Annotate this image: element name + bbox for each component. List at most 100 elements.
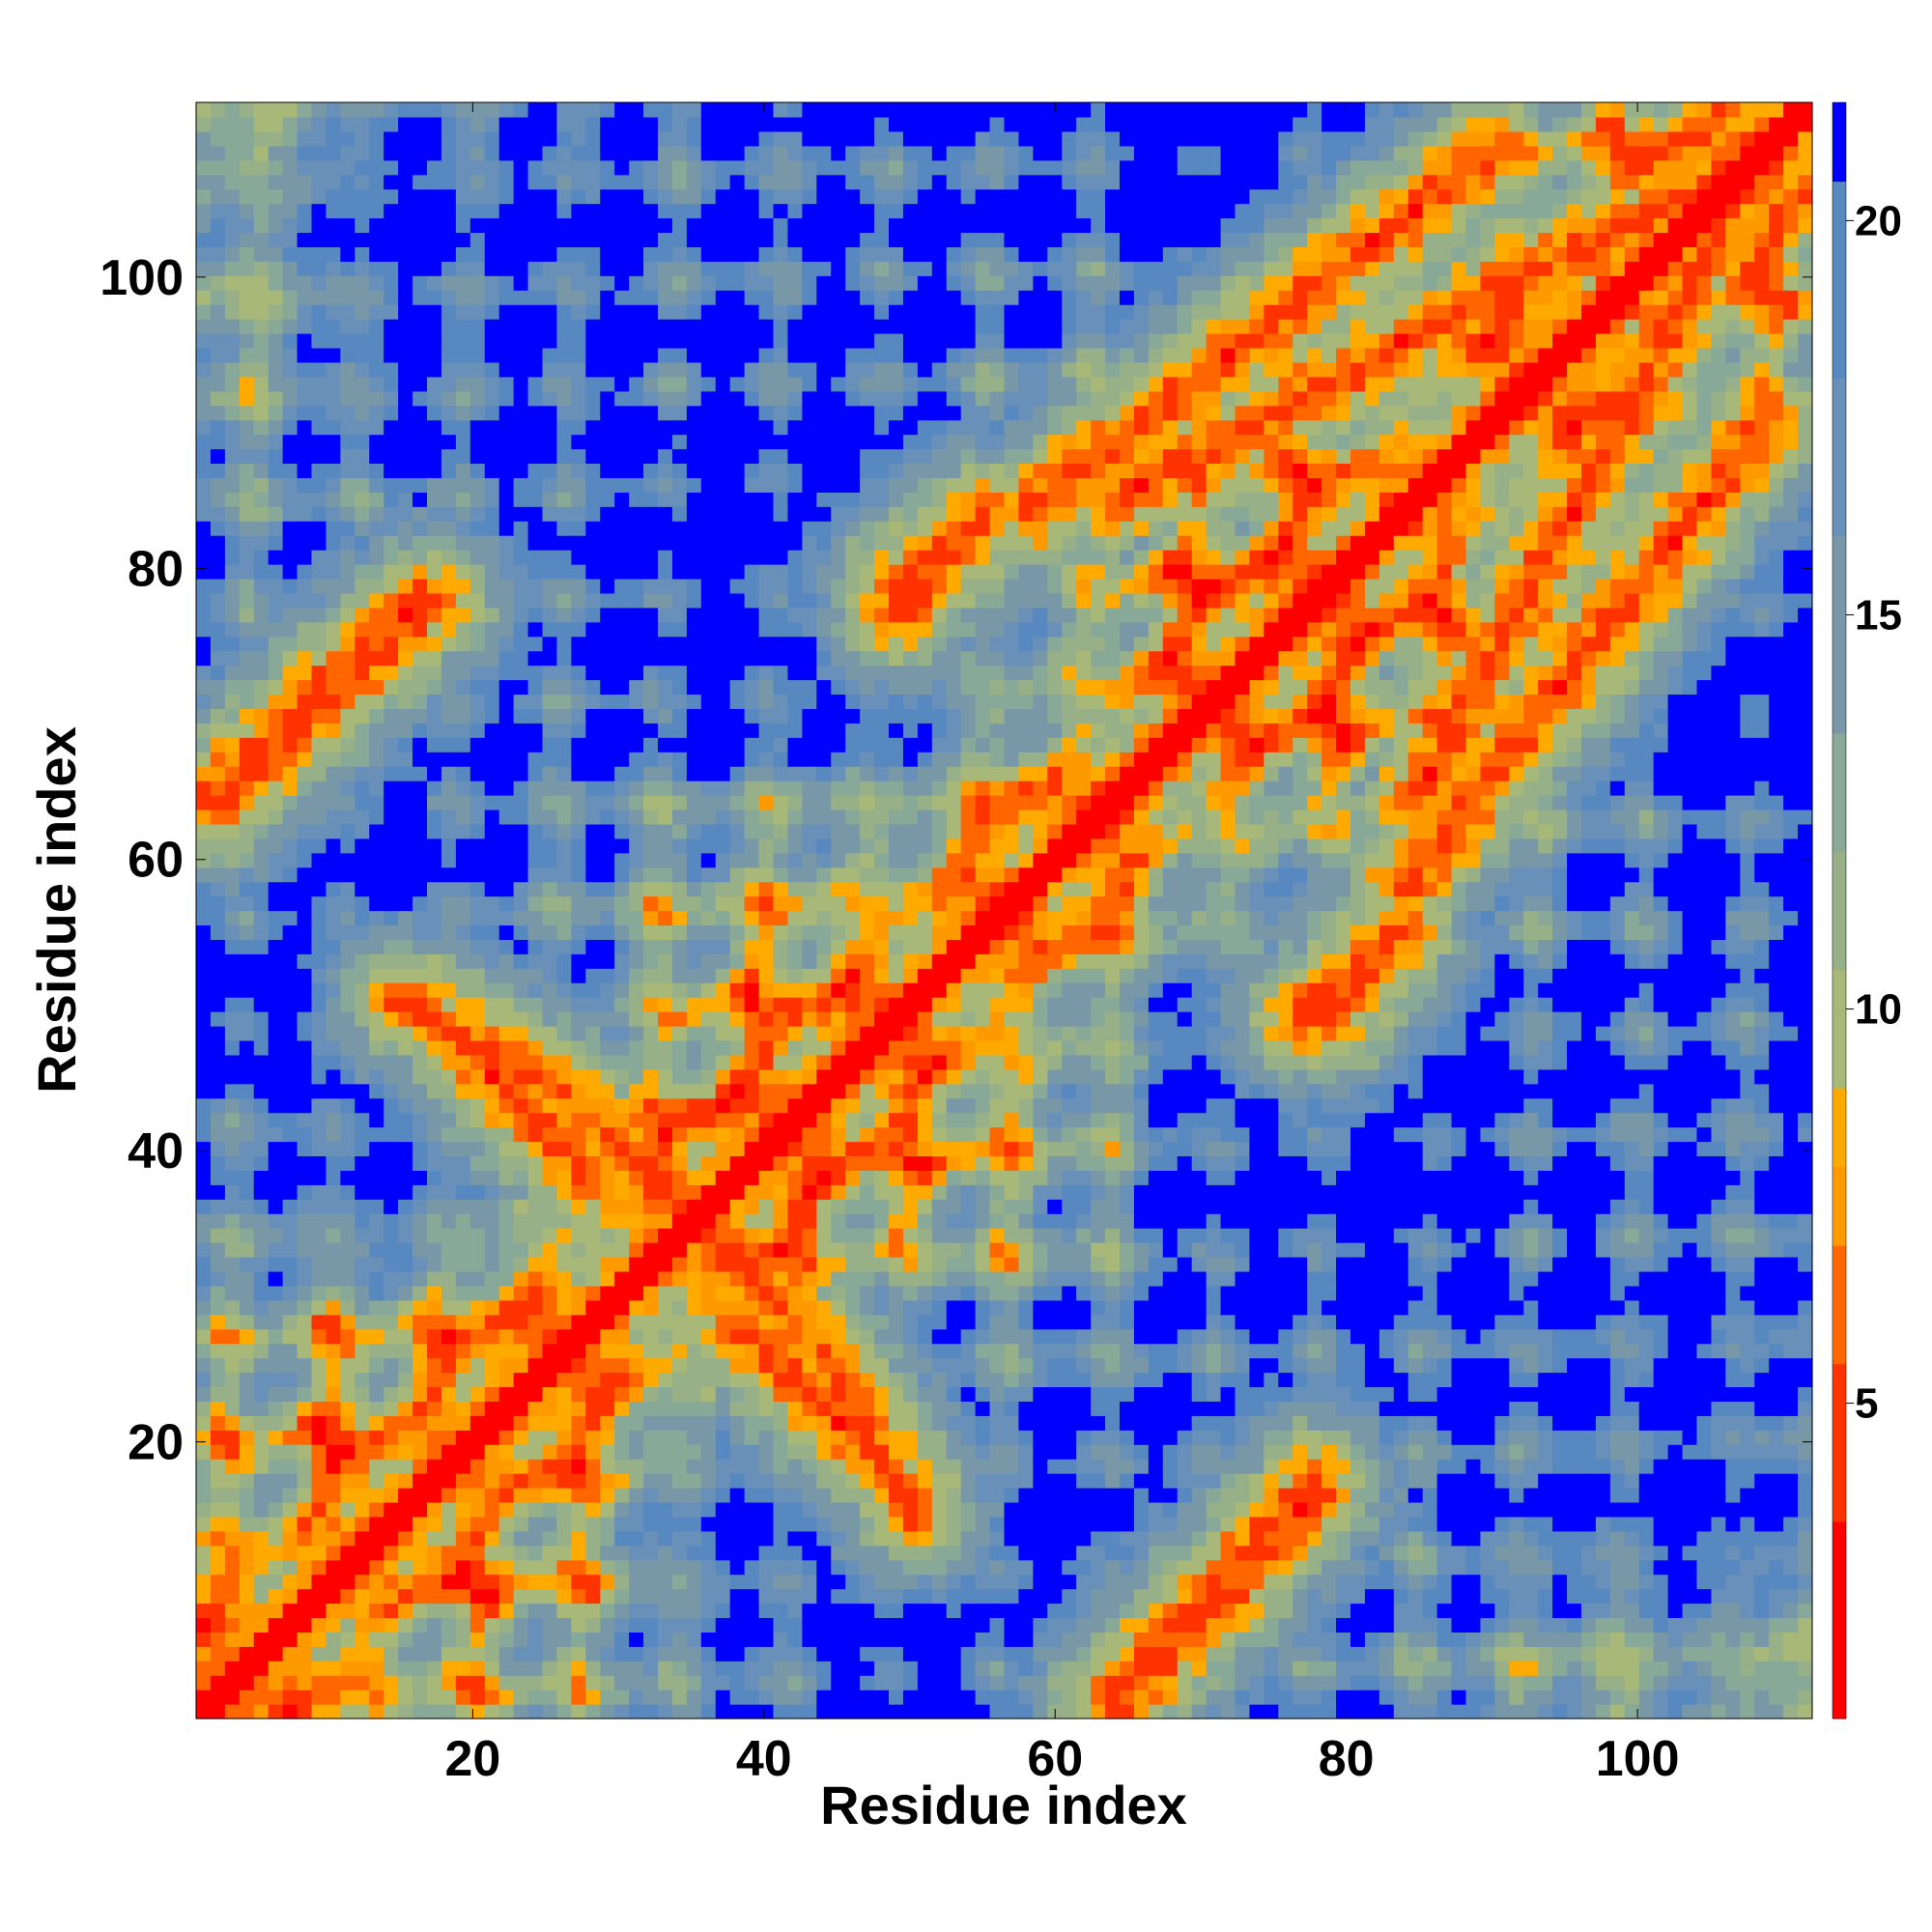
heatmap-cell: [1509, 1242, 1524, 1258]
heatmap-cell: [658, 1574, 673, 1590]
heatmap-cell: [1407, 1097, 1424, 1114]
heatmap-cell: [700, 1285, 717, 1301]
heatmap-cell: [1235, 1401, 1251, 1416]
heatmap-cell: [1609, 1314, 1626, 1330]
heatmap-cell: [802, 1401, 817, 1416]
heatmap-cell: [1162, 1516, 1179, 1532]
heatmap-cell: [946, 1343, 962, 1359]
heatmap-cell: [889, 1386, 904, 1402]
heatmap-cell: [1422, 1242, 1438, 1258]
heatmap-cell: [355, 1574, 370, 1590]
heatmap-cell: [1148, 1357, 1164, 1374]
heatmap-cell: [196, 1083, 212, 1099]
heatmap-cell: [902, 1270, 919, 1287]
heatmap-cell: [729, 1270, 746, 1287]
heatmap-cell: [1581, 1444, 1597, 1460]
heatmap-cell: [1321, 1155, 1337, 1171]
heatmap-cell: [1567, 1632, 1582, 1647]
heatmap-cell: [1494, 1372, 1510, 1388]
heatmap-cell: [758, 1430, 775, 1445]
heatmap-cell: [845, 1704, 861, 1719]
heatmap-cell: [686, 1588, 702, 1605]
heatmap-cell: [1293, 1242, 1308, 1258]
heatmap-cell: [802, 1545, 817, 1561]
heatmap-cell: [1509, 1704, 1524, 1719]
heatmap-cell: [542, 1199, 558, 1214]
heatmap-cell: [643, 1343, 659, 1359]
heatmap-cell: [700, 1199, 717, 1214]
heatmap-cell: [1004, 1488, 1020, 1503]
heatmap-cell: [1523, 1328, 1539, 1345]
heatmap-cell: [1653, 1126, 1669, 1143]
heatmap-cell: [297, 1473, 313, 1489]
heatmap-cell: [600, 1530, 615, 1547]
heatmap-cell: [946, 1459, 962, 1474]
heatmap-cell: [239, 1704, 255, 1719]
heatmap-cell: [1581, 1184, 1597, 1200]
heatmap-cell: [845, 1285, 861, 1301]
heatmap-cell: [960, 1603, 977, 1619]
heatmap-cell: [1120, 1545, 1135, 1561]
heatmap-cell: [960, 1126, 977, 1143]
heatmap-cell: [196, 1588, 212, 1605]
heatmap-cell: [326, 1545, 341, 1561]
heatmap-cell: [773, 1401, 789, 1416]
heatmap-cell: [253, 1559, 270, 1576]
heatmap-cell: [1696, 1170, 1713, 1185]
heatmap-cell: [1133, 1343, 1150, 1359]
heatmap-cell: [1465, 1299, 1482, 1316]
heatmap-cell: [1350, 1170, 1366, 1185]
heatmap-cell: [1465, 1285, 1482, 1301]
heatmap-cell: [902, 1559, 919, 1576]
heatmap-cell: [1407, 1459, 1424, 1474]
heatmap-cell: [686, 1632, 702, 1647]
heatmap-cell: [1191, 1314, 1208, 1330]
heatmap-cell: [845, 1097, 861, 1114]
heatmap-cell: [1711, 1328, 1726, 1345]
heatmap-cell: [889, 1155, 904, 1171]
heatmap-cell: [1754, 1357, 1770, 1374]
heatmap-cell: [902, 1603, 919, 1619]
heatmap-cell: [1120, 1690, 1135, 1705]
heatmap-cell: [398, 1083, 413, 1099]
heatmap-cell: [614, 1386, 630, 1402]
heatmap-cell: [253, 1588, 270, 1605]
heatmap-cell: [831, 1603, 846, 1619]
heatmap-cell: [917, 1372, 933, 1388]
heatmap-cell: [282, 1184, 298, 1200]
heatmap-cell: [902, 1444, 919, 1460]
heatmap-cell: [960, 1444, 977, 1460]
heatmap-cell: [744, 1516, 760, 1532]
heatmap-cell: [1783, 1488, 1799, 1503]
heatmap-cell: [455, 1690, 471, 1705]
heatmap-cell: [1206, 1257, 1222, 1272]
heatmap-cell: [1725, 1646, 1741, 1662]
heatmap-cell: [498, 1285, 515, 1301]
heatmap-cell: [498, 1530, 515, 1547]
heatmap-cell: [1105, 1141, 1121, 1157]
heatmap-cell: [1307, 1199, 1322, 1214]
heatmap-cell: [787, 1112, 803, 1128]
heatmap-cell: [498, 1588, 515, 1605]
heatmap-cell: [1004, 1444, 1020, 1460]
heatmap-cell: [340, 1184, 355, 1200]
heatmap-cell: [384, 1068, 399, 1085]
heatmap-cell: [1667, 1343, 1684, 1359]
heatmap-cell: [1667, 1228, 1684, 1243]
heatmap-cell: [1494, 1299, 1510, 1316]
heatmap-cell: [384, 1184, 399, 1200]
heatmap-cell: [297, 1343, 313, 1359]
heatmap-cell: [1264, 1415, 1279, 1431]
heatmap-cell: [1609, 1285, 1626, 1301]
heatmap-cell: [239, 1141, 255, 1157]
heatmap-cell: [629, 1430, 644, 1445]
heatmap-cell: [210, 1661, 226, 1676]
heatmap-cell: [643, 1170, 659, 1185]
heatmap-cell: [1133, 1646, 1150, 1662]
heatmap-cell: [196, 1242, 212, 1258]
heatmap-cell: [1696, 1617, 1713, 1633]
heatmap-cell: [802, 1632, 817, 1647]
heatmap-cell: [1595, 1415, 1611, 1431]
heatmap-cell: [1798, 1501, 1813, 1518]
heatmap-cell: [1018, 1141, 1034, 1157]
